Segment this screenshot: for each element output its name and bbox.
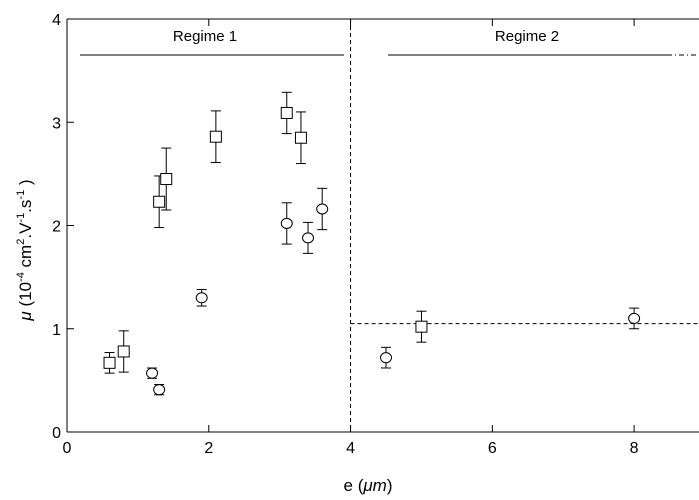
regime-2-label: Regime 2: [495, 28, 559, 45]
circle-point: [146, 367, 159, 379]
y-axis-ticks: 0 1 2 3 4: [52, 12, 74, 442]
square-point: [294, 111, 307, 165]
y-tick-label: 1: [52, 322, 61, 339]
y-axis-var: μ: [16, 311, 35, 322]
y-tick-label: 3: [52, 115, 61, 132]
square-point: [160, 147, 173, 211]
square-point: [280, 91, 293, 135]
square-marker: [117, 345, 130, 358]
circle-point: [380, 346, 392, 369]
square-marker: [294, 131, 307, 144]
y-axis-title: μ (10-4 cm2.V-1.s-1 ): [15, 179, 35, 321]
circle-marker: [628, 312, 641, 324]
square-point: [103, 351, 116, 374]
y-tick-label: 4: [52, 12, 61, 29]
x-tick-label: 4: [346, 440, 355, 457]
reference-lines: [350, 19, 699, 432]
circle-marker: [380, 352, 392, 364]
x-axis-title: e (μm): [343, 476, 392, 495]
square-marker: [280, 106, 293, 119]
square-marker: [153, 195, 166, 208]
y-tick-label: 2: [52, 219, 61, 236]
circle-point: [195, 289, 208, 307]
circle-point: [628, 307, 641, 330]
regime-annotations: Regime 1 Regime 2: [80, 28, 699, 56]
square-point: [117, 330, 130, 373]
circle-marker: [316, 203, 329, 215]
circle-marker: [280, 217, 293, 229]
square-point: [415, 310, 428, 343]
x-axis-unit: μm: [362, 476, 386, 495]
square-point: [153, 175, 166, 229]
y-tick-label: 0: [52, 425, 61, 442]
square-marker: [103, 356, 116, 369]
data-points: [103, 91, 641, 396]
x-axis-ticks: 0 2 4 6 8: [63, 19, 639, 457]
x-tick-label: 2: [204, 440, 213, 457]
square-marker: [209, 130, 222, 143]
regime-1-label: Regime 1: [173, 28, 237, 45]
circle-marker: [195, 292, 208, 304]
x-tick-label: 6: [488, 440, 497, 457]
square-marker: [415, 320, 428, 333]
x-axis-var: e: [343, 476, 352, 495]
circle-point: [316, 187, 329, 231]
circle-point: [302, 221, 315, 254]
circle-marker: [146, 367, 159, 379]
circle-marker: [153, 384, 166, 396]
axes-frame: [66, 18, 699, 433]
square-marker: [160, 173, 173, 186]
x-tick-label: 0: [63, 440, 72, 457]
x-tick-label: 8: [630, 440, 639, 457]
circle-point: [280, 202, 293, 245]
svg-text:μ (10-4 cm2.V-1.s-1 ): μ (10-4 cm2.V-1.s-1 ): [15, 179, 35, 321]
square-point: [209, 110, 222, 164]
circle-point: [153, 384, 166, 396]
circle-marker: [302, 232, 315, 244]
